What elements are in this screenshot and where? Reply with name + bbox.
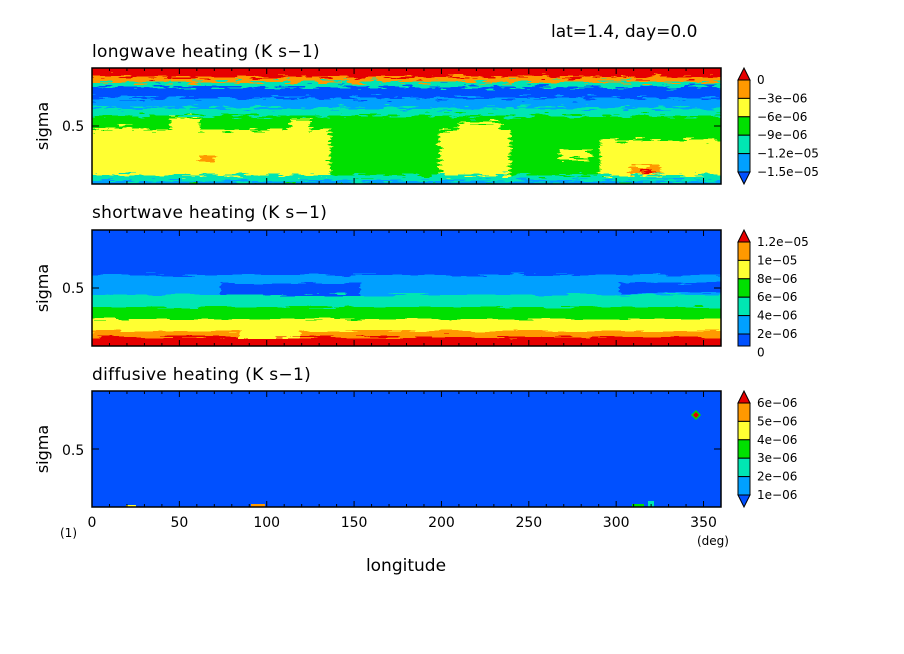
tick-marks: [91, 230, 722, 346]
colorbar-label: 2e−06: [757, 327, 797, 341]
panel-title: shortwave heating (K s−1): [92, 203, 327, 223]
colorbar-swatch: [737, 116, 751, 136]
tick-marks: [91, 391, 722, 507]
y-tick-label: 0.5: [62, 443, 84, 459]
colorbar-swatch: [737, 333, 751, 347]
header-text: lat=1.4, day=0.0: [551, 22, 697, 42]
heatmap-field: [92, 68, 721, 184]
panel-title: longwave heating (K s−1): [92, 42, 320, 62]
x-tick-label: 150: [341, 515, 368, 531]
colorbar-label: −6e−06: [757, 110, 807, 124]
colorbar-label: 1.2e−05: [757, 235, 809, 249]
colorbar: 1.2e−05 1e−05 8e−06 6e−06 4e−06 2e−06 0: [737, 228, 809, 359]
colorbar-label: 3e−06: [757, 451, 797, 465]
colorbar-swatch: [737, 420, 751, 441]
colorbar-label: 6e−06: [757, 290, 797, 304]
tick-marks: [91, 68, 722, 184]
colorbar-label: 0: [757, 345, 765, 359]
colorbar-swatch: [737, 439, 751, 459]
x-tick-label: 100: [253, 515, 280, 531]
colorbar-label: −9e−06: [757, 128, 807, 142]
x-tick-label: 200: [428, 515, 455, 531]
colorbar-swatch: [737, 278, 751, 298]
colorbar-swatch: [737, 315, 751, 335]
colorbar-swatch: [737, 457, 751, 478]
colorbar-label: 1e−06: [757, 488, 797, 502]
colorbar-swatch: [737, 402, 751, 422]
colorbar-label: 4e−06: [757, 309, 797, 323]
x-tick-label: 250: [515, 515, 542, 531]
x-tick-label: 0: [88, 515, 97, 531]
colorbar-label: −3e−06: [757, 91, 807, 105]
colorbar-swatch: [737, 389, 751, 404]
y-tick-label: 0.5: [62, 281, 84, 297]
colorbar-swatch: [737, 66, 751, 81]
x-tick-label: 350: [690, 515, 717, 531]
colorbar-swatch: [737, 241, 751, 261]
colorbar-swatch: [737, 476, 751, 496]
colorbar-label: 5e−06: [757, 414, 797, 428]
colorbar-swatch: [737, 153, 751, 173]
colorbar-label: 8e−06: [757, 272, 797, 286]
colorbar-label: 1e−05: [757, 253, 797, 267]
colorbar-swatch: [737, 97, 751, 118]
colorbar-swatch: [737, 228, 751, 243]
y-axis-label: sigma: [33, 425, 52, 473]
x-tick-label: 300: [603, 515, 630, 531]
x-axis-label: longitude: [366, 556, 446, 576]
y-axis-label: sigma: [33, 264, 52, 312]
colorbar-label: −1.2e−05: [757, 147, 819, 161]
heatmap-field: [92, 391, 721, 507]
colorbar-label: 0: [757, 73, 765, 87]
colorbar-label: −1.5e−05: [757, 165, 819, 179]
y-axis-label: sigma: [33, 102, 52, 150]
y-tick-label: 0.5: [62, 119, 84, 135]
colorbar-label: 4e−06: [757, 433, 797, 447]
colorbar-swatch: [737, 134, 751, 155]
colorbar-swatch: [737, 171, 751, 186]
panel-diffusive: diffusive heating (K s−1) 0.5 sigma 6e−0…: [33, 365, 797, 509]
panel-longwave: longwave heating (K s−1): [33, 42, 819, 186]
colorbar: 6e−06 5e−06 4e−06 3e−06 2e−06 1e−06: [737, 389, 797, 509]
panel-shortwave: shortwave heating (K s−1) 0.5 sigma 1.2e…: [33, 203, 809, 359]
figure-label: (1): [60, 526, 77, 540]
colorbar-swatch: [737, 494, 751, 509]
x-unit-label: (deg): [697, 534, 729, 548]
x-tick-label: 50: [170, 515, 188, 531]
x-tick-labels: 0 50 100 150 200 250 300 350: [88, 515, 717, 531]
colorbar-swatch: [737, 296, 751, 317]
panel-title: diffusive heating (K s−1): [92, 365, 311, 385]
colorbar-label: 6e−06: [757, 396, 797, 410]
colorbar-label: 2e−06: [757, 470, 797, 484]
colorbar-swatch: [737, 259, 751, 280]
colorbar: 0 −3e−06 −6e−06 −9e−06 −1.2e−05 −1.5e−05: [737, 66, 819, 186]
heatmap-field: [92, 230, 721, 346]
colorbar-swatch: [737, 79, 751, 99]
